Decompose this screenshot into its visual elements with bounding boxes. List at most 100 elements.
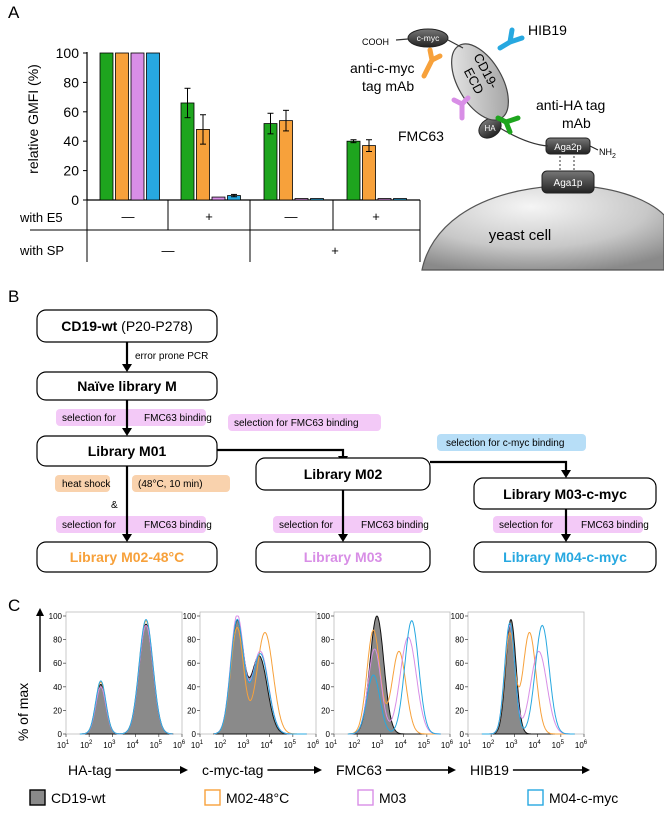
sel-fmc63-highlight-1: [56, 409, 206, 426]
hist-x-arrowhead: [180, 766, 188, 774]
m04-cmyc-label: Library M04-c-myc: [503, 549, 627, 565]
hist-y-tick-label: 0: [58, 730, 63, 739]
m03-cmyc-label: Library M03-c-myc: [503, 486, 627, 502]
hist-x-tick-label: 103: [371, 740, 384, 750]
hist-x-label-1: HA-tag: [68, 762, 112, 778]
hist-x-tick-label: 103: [103, 740, 116, 750]
hist-x-tick-label: 103: [505, 740, 518, 750]
bar-y-tick-label: 100: [56, 45, 80, 61]
hist-y-tick-label: 60: [53, 659, 62, 668]
hist-series-M04-c-myc: [79, 619, 173, 735]
heat-shock-label: heat shock: [62, 479, 111, 490]
sel-label: selection for: [279, 520, 334, 531]
aga2p-label: Aga2p: [554, 142, 581, 153]
c-myc-tag-label: c-myc: [417, 33, 440, 43]
hist-x-tick-label: 102: [214, 740, 227, 750]
aga1p-label: Aga1p: [554, 178, 583, 189]
e5-value: +: [372, 209, 380, 224]
yeast-cell-label: yeast cell: [489, 227, 552, 244]
bar-purple-group-1: [130, 52, 145, 201]
m02-label: Library M02: [304, 466, 383, 482]
sp-value: —: [162, 243, 175, 258]
legend-label: M02-48°C: [226, 790, 289, 806]
hib19-antibody-icon: [497, 27, 525, 51]
error-pcr-label: error prone PCR: [135, 351, 208, 362]
hist-y-tick-label: 0: [326, 730, 331, 739]
histogram-panel-1: 0 20 40 60 80 100 101 102 103 104 105 106 HA-tag: [49, 611, 188, 778]
hist-x-tick-label: 106: [307, 740, 320, 750]
hist-x-tick-label: 104: [126, 740, 139, 750]
hist-x-tick-label: 106: [441, 740, 454, 750]
panel-label-a: A: [8, 3, 20, 22]
histogram-frame: [65, 611, 183, 735]
hist-y-tick-label: 40: [187, 683, 196, 692]
hist-x-tick-label: 103: [237, 740, 250, 750]
legend-label: M03: [379, 790, 406, 806]
yeast-display-schematic: yeast cell Aga1p Aga2p NH2 HA CD19- ECD …: [350, 22, 664, 271]
hist-y-axis-label: % of max: [15, 683, 31, 741]
hist-x-tick-label: 104: [394, 740, 407, 750]
bar-y-axis-label: relative GMFI (%): [25, 64, 41, 174]
flow-histograms: % of max 0 20 40 60 80 100 101 102 103 104 105 106 H…: [15, 608, 590, 778]
hist-x-tick-label: 102: [482, 740, 495, 750]
sel-cmyc-highlight: [437, 434, 586, 451]
sel-fmc63-highlight-5: [493, 516, 643, 533]
bar-y-tick-label: 40: [63, 133, 79, 149]
hist-y-tick-label: 100: [317, 612, 331, 621]
histogram-panel-3: 0 20 40 60 80 100 101 102 103 104 105 106 FMC63: [317, 611, 456, 778]
sel-label-b: FMC63 binding: [581, 520, 649, 531]
hist-x-tick-label: 101: [57, 740, 70, 750]
e5-value: —: [285, 209, 298, 224]
hist-series-M04-c-myc: [213, 618, 307, 735]
hist-y-tick-label: 80: [455, 636, 464, 645]
legend-swatch-M03: [357, 789, 374, 806]
bar-y-tick-label: 0: [71, 192, 79, 208]
bar-orange-group-1: [115, 52, 129, 201]
hist-y-tick-label: 40: [53, 683, 62, 692]
hist-y-tick-label: 100: [183, 612, 197, 621]
anti-ha-label-1: anti-HA tag: [536, 97, 605, 113]
bar-blue-group-1: [146, 52, 160, 201]
anti-ha-antibody-icon: [495, 115, 521, 135]
library-flowchart: CD19-wt (P20-P278) error prone PCR Naïve…: [36, 309, 657, 573]
sel-fmc63-highlight-3: [56, 516, 206, 533]
heat-shock-cond: (48°C, 10 min): [138, 479, 203, 490]
bar-blue-group-4: [393, 198, 407, 201]
fmc63-antibody-icon: [451, 95, 471, 121]
sp-row-label: with SP: [19, 243, 64, 258]
bar-green-group-4: [346, 140, 361, 201]
hist-y-tick-label: 100: [451, 612, 465, 621]
cooh-label: COOH: [362, 37, 389, 47]
anti-c-myc-antibody-icon: [421, 47, 443, 79]
hist-y-tick-label: 40: [455, 683, 464, 692]
bar-purple-group-3: [294, 198, 309, 201]
hist-x-tick-label: 101: [325, 740, 338, 750]
naive-library-label: Naïve library M: [77, 378, 177, 394]
hist-x-tick-label: 101: [459, 740, 472, 750]
hist-x-tick-label: 106: [575, 740, 588, 750]
e5-value: —: [122, 209, 135, 224]
sp-value: +: [331, 243, 339, 258]
bar-y-tick-label: 20: [63, 163, 79, 179]
legend-swatch-M04-c-myc: [527, 789, 544, 806]
hist-x-tick-label: 105: [418, 740, 431, 750]
hist-y-tick-label: 60: [187, 659, 196, 668]
heat-shock-highlight-a: [55, 475, 110, 492]
hist-x-tick-label: 105: [552, 740, 565, 750]
hist-x-label-2: c-myc-tag: [202, 762, 263, 778]
sel-label: selection for: [62, 520, 117, 531]
hist-x-tick-label: 105: [284, 740, 297, 750]
hist-x-arrowhead: [314, 766, 322, 774]
hist-y-tick-label: 80: [53, 636, 62, 645]
hist-y-tick-label: 60: [321, 659, 330, 668]
bar-orange-group-4: [362, 145, 376, 201]
sel-label-b: FMC63 binding: [361, 520, 429, 531]
histogram-frame: [467, 611, 585, 735]
sel-fmc63-highlight-2: [228, 414, 381, 431]
bar-orange-group-3: [279, 120, 293, 201]
box-m02-48: [36, 541, 218, 573]
hist-y-tick-label: 100: [49, 612, 63, 621]
legend: CD19-wt M02-48°C M03 M04-c-myc: [29, 789, 618, 806]
hist-series-M04-c-myc: [347, 620, 441, 735]
